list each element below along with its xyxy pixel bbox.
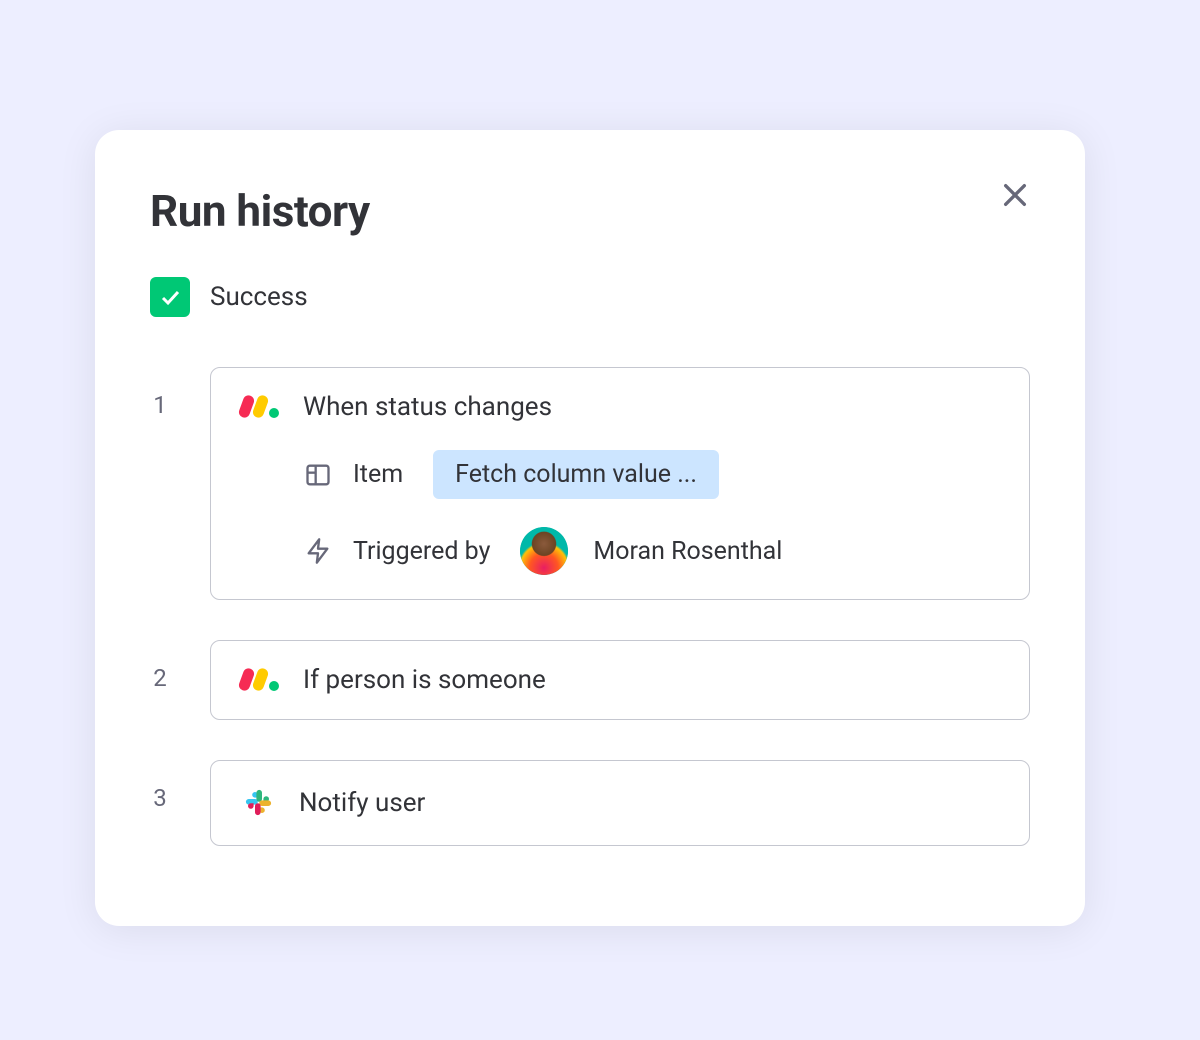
item-chip[interactable]: Fetch column value ...: [433, 450, 719, 499]
step-header: When status changes: [241, 392, 999, 422]
user-name: Moran Rosenthal: [593, 537, 782, 566]
step-card[interactable]: If person is someone: [210, 640, 1030, 720]
step-number: 3: [150, 760, 170, 812]
run-history-modal: Run history Success 1 When status change…: [95, 130, 1085, 926]
item-icon: [303, 460, 333, 490]
step-header: If person is someone: [241, 665, 999, 695]
step-title: If person is someone: [303, 665, 546, 695]
detail-row-triggered: Triggered by Moran Rosenthal: [303, 527, 999, 575]
monday-icon: [241, 667, 281, 693]
step-row: 2 If person is someone: [150, 640, 1030, 720]
modal-title: Run history: [150, 185, 1030, 237]
step-title: When status changes: [303, 392, 552, 422]
success-check-icon: [150, 277, 190, 317]
slack-icon: [241, 785, 277, 821]
detail-row-item: Item Fetch column value ...: [303, 450, 999, 499]
step-row: 1 When status changes: [150, 367, 1030, 600]
step-row: 3 Notify user: [150, 760, 1030, 846]
step-card[interactable]: When status changes Item Fetch column va…: [210, 367, 1030, 600]
status-row: Success: [150, 277, 1030, 317]
step-header: Notify user: [241, 785, 999, 821]
step-number: 2: [150, 640, 170, 692]
close-button[interactable]: [995, 175, 1035, 215]
step-details: Item Fetch column value ... Triggered by…: [241, 450, 999, 575]
status-label: Success: [210, 282, 308, 312]
step-card[interactable]: Notify user: [210, 760, 1030, 846]
monday-icon: [241, 394, 281, 420]
step-number: 1: [150, 367, 170, 419]
user-avatar[interactable]: [520, 527, 568, 575]
step-title: Notify user: [299, 788, 425, 818]
close-icon: [999, 179, 1031, 211]
triggered-by-label: Triggered by: [353, 537, 490, 566]
lightning-icon: [303, 536, 333, 566]
item-label: Item: [353, 460, 403, 489]
